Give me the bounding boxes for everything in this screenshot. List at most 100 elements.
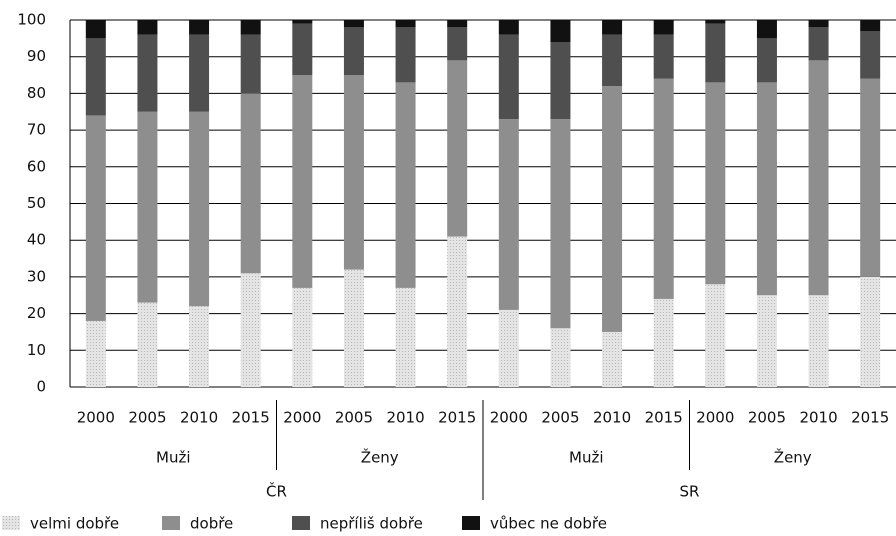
bar-segment [137, 34, 158, 112]
subgroup-label: Muži [569, 449, 604, 467]
legend-swatch [162, 516, 180, 530]
group-label: SR [680, 483, 700, 501]
bar-segment [860, 276, 881, 387]
y-tick-label: 0 [36, 378, 46, 396]
bar-segment [189, 34, 210, 112]
bar-segment [240, 34, 261, 94]
bar-segment [756, 82, 777, 296]
bar-segment [85, 320, 106, 387]
bar-segment [756, 20, 777, 39]
y-tick-label: 50 [27, 194, 46, 212]
y-tick-label: 10 [27, 341, 46, 359]
bar-segment [705, 82, 726, 285]
bar-segment [395, 27, 416, 83]
x-tick-label: 2010 [386, 409, 424, 427]
subgroup-label: Ženy [361, 448, 399, 467]
subgroup-label: Ženy [774, 448, 812, 467]
bar-segment [498, 20, 519, 35]
bar-segment [653, 20, 674, 35]
bar-segment [602, 331, 623, 387]
legend-label: dobře [190, 515, 233, 533]
bar-segment [653, 298, 674, 387]
y-tick-label: 80 [27, 84, 46, 102]
bar-segment [602, 34, 623, 87]
y-tick-label: 90 [27, 47, 46, 65]
bar-segment [447, 27, 468, 61]
x-tick-label: 2000 [696, 409, 734, 427]
bar-segment [756, 295, 777, 387]
bar-segment [653, 34, 674, 79]
bar-segment [498, 119, 519, 310]
bar-segment [240, 93, 261, 274]
bar-segment [705, 20, 726, 24]
x-tick-label: 2015 [645, 409, 683, 427]
bar-segment [85, 20, 106, 39]
bar-segment [395, 287, 416, 387]
x-tick-label: 2005 [335, 409, 373, 427]
x-tick-label: 2015 [438, 409, 476, 427]
bar-segment [602, 86, 623, 332]
legend-label: vůbec ne dobře [490, 515, 607, 533]
bar-segment [860, 20, 881, 32]
bar-segment [447, 20, 468, 28]
legend-swatch [462, 516, 480, 530]
bar-segment [447, 236, 468, 387]
y-tick-label: 100 [17, 11, 46, 29]
x-tick-label: 2015 [851, 409, 889, 427]
bar-segment [602, 20, 623, 35]
bar-segment [137, 302, 158, 387]
bar-segment [292, 75, 313, 288]
bar-segment [550, 119, 571, 329]
bar-segment [808, 295, 829, 387]
bar-segment [137, 20, 158, 35]
x-tick-label: 2005 [128, 409, 166, 427]
bar-segment [498, 34, 519, 120]
y-tick-label: 30 [27, 267, 46, 285]
x-tick-label: 2010 [799, 409, 837, 427]
x-tick-label: 2015 [232, 409, 270, 427]
subgroup-label: Muži [156, 449, 191, 467]
bar-segment [137, 111, 158, 303]
bar-segment [240, 273, 261, 387]
bar-segment [343, 75, 364, 270]
bar-segment [189, 20, 210, 35]
x-tick-label: 2010 [593, 409, 631, 427]
legend-swatch [2, 516, 20, 530]
x-tick-label: 2000 [77, 409, 115, 427]
bar-segment [85, 38, 106, 116]
legend-swatch [292, 516, 310, 530]
bar-segment [395, 82, 416, 288]
bar-segment [240, 20, 261, 35]
x-tick-label: 2005 [541, 409, 579, 427]
legend-label: nepříliš dobře [320, 515, 423, 533]
y-tick-label: 60 [27, 157, 46, 175]
bar-segment [292, 20, 313, 24]
legend-label: velmi dobře [30, 515, 119, 533]
bar-segment [860, 78, 881, 277]
bar-segment [343, 27, 364, 76]
bar-segment [808, 60, 829, 296]
bar-segment [292, 23, 313, 76]
bar-segment [85, 115, 106, 321]
bar-segment [550, 20, 571, 43]
bar-segment [705, 284, 726, 387]
x-tick-label: 2010 [180, 409, 218, 427]
bar-segment [653, 78, 674, 299]
bar-segment [756, 38, 777, 83]
bar-segment [189, 111, 210, 307]
group-label: ČR [266, 482, 287, 501]
x-tick-label: 2000 [490, 409, 528, 427]
bar-segment [343, 269, 364, 387]
x-tick-label: 2000 [283, 409, 321, 427]
y-tick-label: 70 [27, 121, 46, 139]
bar-segment [447, 60, 468, 237]
x-tick-label: 2005 [748, 409, 786, 427]
bar-segment [550, 328, 571, 387]
bar-segment [808, 20, 829, 28]
bar-segment [292, 287, 313, 387]
bar-segment [705, 23, 726, 83]
y-tick-label: 20 [27, 304, 46, 322]
bar-segment [343, 20, 364, 28]
bar-segment [860, 31, 881, 79]
